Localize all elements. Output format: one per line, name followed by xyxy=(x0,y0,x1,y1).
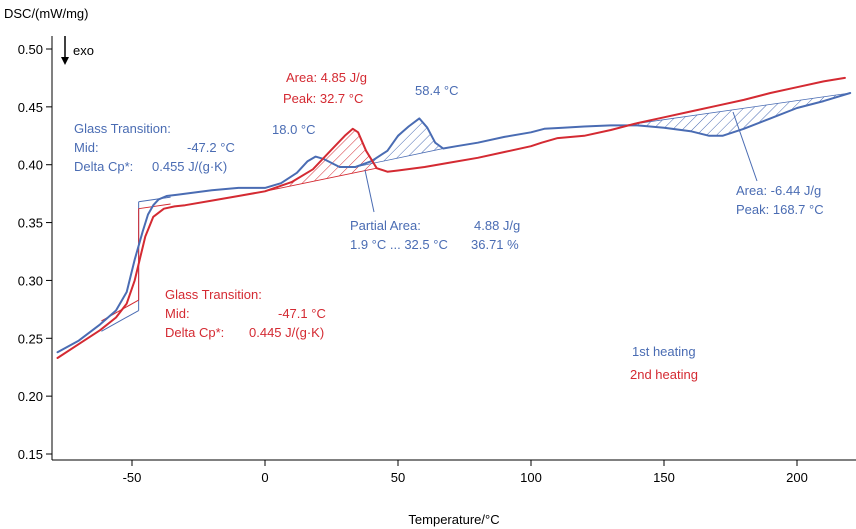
legend: 1st heating 2nd heating xyxy=(630,344,698,382)
area-red-label: Area: 4.85 J/g xyxy=(286,70,367,85)
partial-area-leader xyxy=(364,169,375,213)
gt2-mid-label: Mid: xyxy=(165,306,190,321)
annotation-gt-1st: Glass Transition: Mid: -47.2 °C Delta Cp… xyxy=(74,121,235,174)
y-tick-label: 0.40 xyxy=(18,158,43,173)
y-tick-label: 0.45 xyxy=(18,100,43,115)
x-tick-label: 150 xyxy=(653,470,675,485)
x-tick-label: 100 xyxy=(520,470,542,485)
series-layer xyxy=(56,76,852,359)
legend-item-2nd-heating: 2nd heating xyxy=(630,367,698,382)
glass-transition-box-layer xyxy=(101,196,171,332)
gt2-cp-value: 0.445 J/(g·K) xyxy=(249,325,324,340)
gt1-title: Glass Transition: xyxy=(74,121,171,136)
x-ticks: -50 0 50 100 150 200 xyxy=(123,460,808,485)
x-tick-label: 50 xyxy=(391,470,405,485)
gt1-mid-label: Mid: xyxy=(74,140,99,155)
x-tick-label: 0 xyxy=(261,470,268,485)
gt2-mid-value: -47.1 °C xyxy=(278,306,326,321)
gt1-cp-value: 0.455 J/(g·K) xyxy=(152,159,227,174)
partial-area-range: 1.9 °C ... 32.5 °C xyxy=(350,237,448,252)
peak-red-label: Peak: 32.7 °C xyxy=(283,91,363,106)
partial-area-value: 4.88 J/g xyxy=(474,218,520,233)
x-tick-label: -50 xyxy=(123,470,142,485)
y-tick-label: 0.50 xyxy=(18,42,43,57)
y-tick-label: 0.25 xyxy=(18,331,43,346)
y-tick-label: 0.30 xyxy=(18,273,43,288)
area-blue-label: Area: -6.44 J/g xyxy=(736,183,821,198)
partial-area-pct: 36.71 % xyxy=(471,237,519,252)
x-tick-label: 200 xyxy=(786,470,808,485)
peak-18-label: 18.0 °C xyxy=(272,122,316,137)
y-tick-label: 0.20 xyxy=(18,389,43,404)
hatched-area xyxy=(624,92,851,137)
exo-arrowhead-icon xyxy=(61,57,69,65)
gt1-mid-value: -47.2 °C xyxy=(187,140,235,155)
peak-blue-label: Peak: 168.7 °C xyxy=(736,202,824,217)
legend-item-1st-heating: 1st heating xyxy=(632,344,696,359)
exo-indicator: exo xyxy=(61,36,94,65)
annotation-gt-2nd: Glass Transition: Mid: -47.1 °C Delta Cp… xyxy=(165,287,326,340)
exo-label: exo xyxy=(73,43,94,58)
partial-area-label: Partial Area: xyxy=(350,218,421,233)
gt2-cp-label: Delta Cp*: xyxy=(165,325,224,340)
gt1-cp-label: Delta Cp*: xyxy=(74,159,133,174)
glass-transition-tangent xyxy=(101,310,139,332)
peak-58-label: 58.4 °C xyxy=(415,83,459,98)
y-axis-title: DSC/(mW/mg) xyxy=(4,6,89,21)
x-axis-title: Temperature/°C xyxy=(408,512,499,527)
axes xyxy=(51,36,856,461)
y-ticks: 0.15 0.20 0.25 0.30 0.35 0.40 0.45 0.50 xyxy=(18,42,52,462)
gt2-title: Glass Transition: xyxy=(165,287,262,302)
series-line-2nd-heating xyxy=(56,76,846,359)
glass-transition-tangent xyxy=(138,196,171,203)
y-tick-label: 0.15 xyxy=(18,447,43,462)
hatched-area-layer xyxy=(264,92,851,192)
series-line-1st-heating xyxy=(56,92,852,354)
area-blue-leader xyxy=(732,111,758,182)
y-tick-label: 0.35 xyxy=(18,216,43,231)
glass-transition-tangent xyxy=(138,203,171,210)
